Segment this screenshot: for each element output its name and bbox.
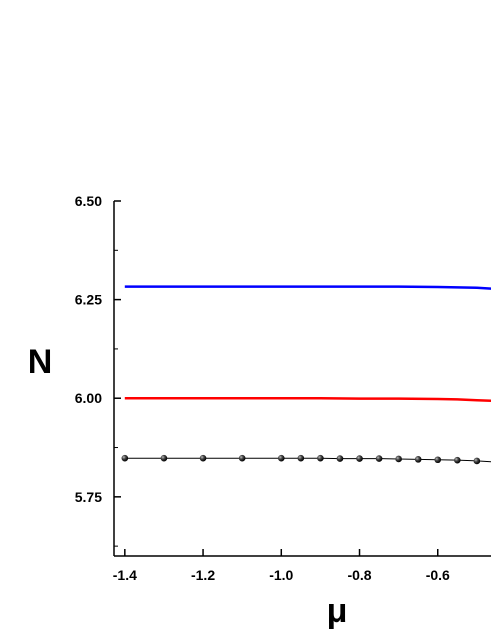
series-layer (121, 285, 491, 465)
data-point (356, 455, 363, 462)
data-point (395, 455, 402, 463)
y-tick-label: 5.75 (75, 489, 102, 505)
series-line-3 (124, 457, 491, 463)
x-tick-label: -1.2 (191, 567, 215, 583)
data-point (277, 454, 285, 462)
y-axis-title: N (28, 343, 53, 381)
data-point (238, 454, 246, 462)
x-ticks: -1.4-1.2-1.0-0.8-0.6-0.4-0.2 (113, 549, 450, 583)
data-point (454, 456, 461, 464)
data-point (336, 455, 344, 462)
data-point (297, 454, 305, 462)
data-point (375, 455, 383, 462)
data-point (414, 456, 422, 463)
data-point (121, 454, 129, 462)
x-tick-label: -0.6 (426, 567, 450, 583)
data-point (160, 454, 168, 462)
data-point (434, 456, 442, 464)
y-tick-label: 6.50 (75, 193, 102, 209)
x-tick-label: -0.8 (347, 567, 371, 583)
y-tick-label: 6.00 (75, 390, 102, 406)
data-point (473, 457, 481, 465)
series-line-2 (124, 396, 491, 403)
x-tick-label: -1.0 (269, 567, 293, 583)
y-ticks: 5.75 6.00 6.25 6.50 (75, 193, 121, 547)
x-tick-label: -1.4 (113, 567, 137, 583)
data-point (317, 454, 324, 462)
y-tick-label: 6.25 (75, 292, 102, 308)
series-line-1 (124, 285, 491, 290)
x-axis-title: μ (327, 592, 348, 630)
data-point (199, 454, 207, 462)
